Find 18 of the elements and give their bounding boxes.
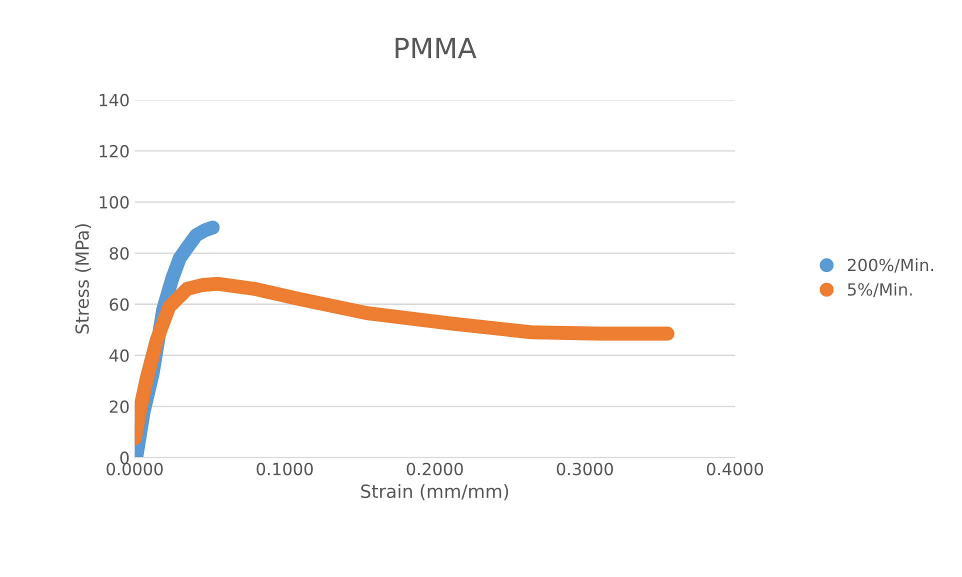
y-tick-label: 20 [110,400,129,414]
x-tick-label: 0.4000 [706,462,764,476]
y-tick-label: 140 [100,94,129,106]
chart-title: PMMA [396,38,476,58]
y-tick-label: 80 [110,247,129,260]
y-tick-label: 40 [109,349,129,362]
y-axis-title: Stress (MPa) [74,224,92,334]
legend-label: 5%/Min. [848,282,912,298]
y-tick-label: 60 [110,298,129,311]
x-tick-label: 0.3000 [556,462,613,476]
x-tick-label: 0.1000 [256,462,313,476]
y-tick-label: 120 [100,144,129,158]
y-tick-label: 0 [120,452,129,464]
x-axis-title: Strain (mm/mm) [361,484,508,500]
legend-label: 200%/Min. [848,258,933,273]
x-tick-label: 0.0000 [106,462,163,476]
y-tick-label: 100 [100,196,129,209]
x-tick-label: 0.2000 [406,462,463,476]
